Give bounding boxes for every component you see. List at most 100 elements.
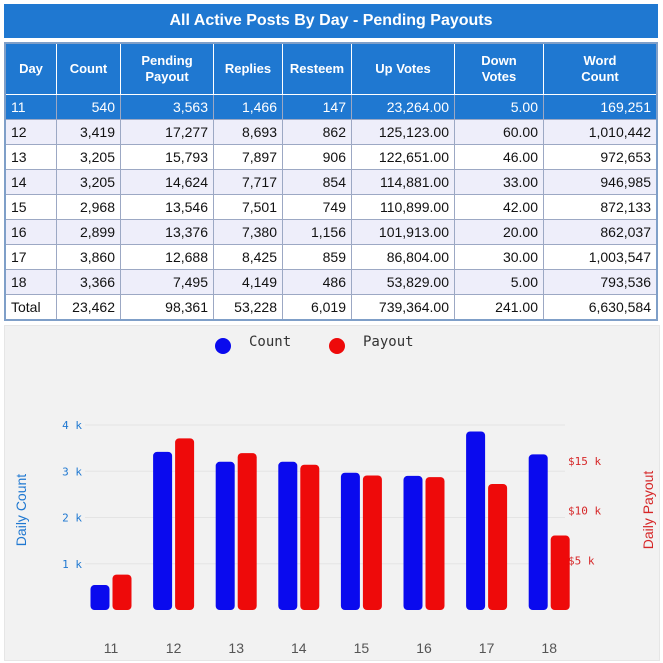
table-cell: 859 [283, 245, 352, 270]
legend-label-payout: Payout [363, 334, 414, 350]
bar-payout [551, 536, 570, 610]
table-cell: 11 [5, 95, 57, 120]
left-axis-tick-label: 2 k [62, 512, 82, 525]
column-header-replies[interactable]: Replies [214, 43, 283, 95]
table-cell: 125,123.00 [352, 120, 455, 145]
table-row[interactable]: 13 3,205 15,793 7,897 906 122,651.00 46.00 972,… [5, 145, 657, 170]
table-cell: 17,277 [121, 120, 214, 145]
table-cell: 20.00 [455, 220, 544, 245]
left-axis-tick-label: 1 k [62, 558, 82, 571]
bar-payout [175, 438, 194, 610]
table-cell: 2,899 [57, 220, 121, 245]
table-cell: 1,156 [283, 220, 352, 245]
x-axis-tick-label: 16 [416, 640, 432, 656]
bar-chart: 1 k 2 k 3 k 4 k $5 k $10 k $15 k Daily Count Dai… [5, 326, 659, 660]
table-cell: 6,630,584 [544, 295, 658, 321]
bar-payout [300, 465, 319, 610]
table-cell: 147 [283, 95, 352, 120]
table-cell: 86,804.00 [352, 245, 455, 270]
table-cell: 793,536 [544, 270, 658, 295]
table-total-row[interactable]: Total 23,462 98,361 53,228 6,019 739,364.00 24… [5, 295, 657, 321]
bar-count [466, 431, 485, 610]
table-cell: 5.00 [455, 270, 544, 295]
table-cell: 862 [283, 120, 352, 145]
table-cell: 1,466 [214, 95, 283, 120]
table-cell: 13,376 [121, 220, 214, 245]
x-axis-tick-label: 15 [354, 640, 370, 656]
table-cell: 8,425 [214, 245, 283, 270]
column-header-resteem[interactable]: Resteem [283, 43, 352, 95]
chart-title-bar: All Active Posts By Day - Pending Payout… [4, 4, 658, 38]
table-cell: 6,019 [283, 295, 352, 321]
column-header-up-votes[interactable]: Up Votes [352, 43, 455, 95]
bar-payout [488, 484, 507, 610]
table-cell: 33.00 [455, 170, 544, 195]
legend-swatch-count [215, 338, 231, 354]
page-title: All Active Posts By Day - Pending Payout… [169, 12, 492, 30]
table-cell: 7,380 [214, 220, 283, 245]
table-cell: 30.00 [455, 245, 544, 270]
table-cell: 972,653 [544, 145, 658, 170]
table-row[interactable]: 14 3,205 14,624 7,717 854 114,881.00 33.00 946,… [5, 170, 657, 195]
right-axis-title: Daily Payout [640, 471, 656, 550]
table-cell: 749 [283, 195, 352, 220]
bar-payout [426, 477, 445, 610]
table-row[interactable]: 18 3,366 7,495 4,149 486 53,829.00 5.00 793,536 [5, 270, 657, 295]
table-cell: 169,251 [544, 95, 658, 120]
table-cell: 18 [5, 270, 57, 295]
right-axis-tick-label: $15 k [568, 455, 601, 468]
table-cell: 739,364.00 [352, 295, 455, 321]
table-cell: 3,366 [57, 270, 121, 295]
table-cell: 60.00 [455, 120, 544, 145]
bar-count [341, 473, 360, 610]
table-cell: 13,546 [121, 195, 214, 220]
bar-payout [113, 575, 132, 610]
column-header-down-votes[interactable]: Down Votes [455, 43, 544, 95]
table-row[interactable]: 12 3,419 17,277 8,693 862 125,123.00 60.00 1,01… [5, 120, 657, 145]
table-cell: 3,205 [57, 145, 121, 170]
table-cell: 8,693 [214, 120, 283, 145]
chart-area: 1 k 2 k 3 k 4 k $5 k $10 k $15 k Daily Count Dai… [4, 325, 660, 661]
column-header-word-count[interactable]: Word Count [544, 43, 658, 95]
column-header-pending-payout[interactable]: Pending Payout [121, 43, 214, 95]
left-axis-title: Daily Count [13, 474, 29, 546]
table-header-row: Day Count Pending Payout Replies Resteem … [5, 43, 657, 95]
table-cell: 98,361 [121, 295, 214, 321]
table-cell: 42.00 [455, 195, 544, 220]
table-cell: 7,717 [214, 170, 283, 195]
column-header-day[interactable]: Day [5, 43, 57, 95]
table-cell: 5.00 [455, 95, 544, 120]
table-cell: 23,264.00 [352, 95, 455, 120]
table-cell: 53,228 [214, 295, 283, 321]
x-axis-tick-label: 12 [166, 640, 182, 656]
table-row[interactable]: 11 540 3,563 1,466 147 23,264.00 5.00 169,251 [5, 95, 657, 120]
legend-label-count: Count [249, 334, 291, 350]
table-cell: 906 [283, 145, 352, 170]
table-cell: 1,010,442 [544, 120, 658, 145]
x-axis-tick-label: 13 [228, 640, 244, 656]
table-cell: 46.00 [455, 145, 544, 170]
table-cell: 7,495 [121, 270, 214, 295]
table-cell: 854 [283, 170, 352, 195]
table-cell: 540 [57, 95, 121, 120]
bar-count [278, 462, 297, 610]
bar-count [529, 454, 548, 610]
table-cell: Total [5, 295, 57, 321]
x-axis-tick-label: 14 [291, 640, 307, 656]
table-row[interactable]: 16 2,899 13,376 7,380 1,156 101,913.00 20.00 86… [5, 220, 657, 245]
left-axis-tick-label: 4 k [62, 419, 82, 432]
x-axis-tick-label: 17 [479, 640, 495, 656]
table-cell: 3,205 [57, 170, 121, 195]
table-cell: 3,563 [121, 95, 214, 120]
table-cell: 53,829.00 [352, 270, 455, 295]
table-row[interactable]: 15 2,968 13,546 7,501 749 110,899.00 42.00 872,… [5, 195, 657, 220]
column-header-count[interactable]: Count [57, 43, 121, 95]
table-cell: 3,860 [57, 245, 121, 270]
table-cell: 12,688 [121, 245, 214, 270]
legend-swatch-payout [329, 338, 345, 354]
table-cell: 17 [5, 245, 57, 270]
table-row[interactable]: 17 3,860 12,688 8,425 859 86,804.00 30.00 1,003… [5, 245, 657, 270]
posts-table: Day Count Pending Payout Replies Resteem … [4, 42, 658, 321]
table-cell: 114,881.00 [352, 170, 455, 195]
table-cell: 13 [5, 145, 57, 170]
